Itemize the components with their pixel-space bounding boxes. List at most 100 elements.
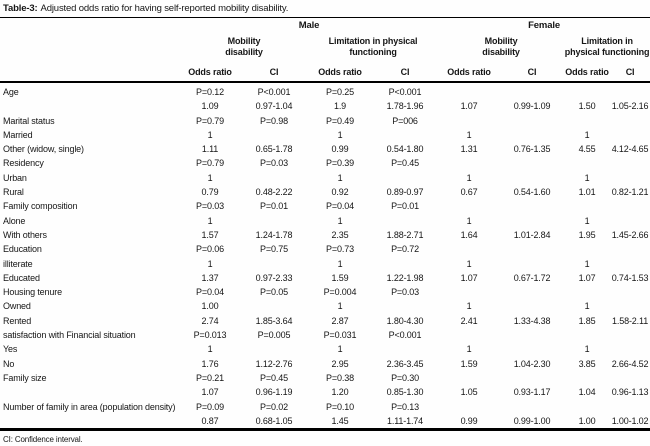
row-label: Urban [3,172,27,183]
data-cell [438,400,500,414]
data-cell: 2.95 [331,358,349,369]
data-cell [500,171,564,185]
data-cell: 0.74-1.53 [611,272,649,283]
data-cell [564,285,610,299]
data-cell: 1.33-4.38 [513,315,551,326]
data-cell: P=0.45 [260,372,288,383]
table-row: Number of family in area (population den… [0,400,650,414]
data-cell [500,257,564,271]
data-cell: P=0.01 [260,201,288,212]
data-cell [372,171,438,185]
data-cell: 1 [584,258,590,269]
data-cell [240,342,308,356]
data-cell: 1.04 [578,387,596,398]
data-cell: 4.55 [578,144,596,155]
data-cell: 0.85-1.30 [386,387,424,398]
table-row: Yes 1 1 1 1 [0,342,650,356]
data-cell: 1.58-2.11 [612,315,649,326]
data-cell: 1.01-2.84 [513,229,551,240]
subgroup-header-row: Mobility disability Limitation in physic… [0,32,650,62]
data-cell: P=0.02 [260,401,288,412]
data-cell: 1 [337,344,343,355]
data-cell [564,400,610,414]
data-cell: 1 [337,258,343,269]
data-cell [610,342,650,356]
data-cell: P=0.25 [326,87,354,97]
data-cell [438,242,500,256]
data-cell: 1.24-1.78 [255,229,293,240]
data-cell: 1.45 [308,413,372,432]
data-cell [610,82,650,99]
data-cell: 0.99 [438,413,501,432]
data-cell: 2.87 [331,315,349,326]
subgroup-header-male-limitation: Limitation in physical functioning [308,32,438,62]
data-cell: 1.59 [460,358,478,369]
row-label: Marital status [3,115,55,126]
data-cell: 1.07 [578,272,596,283]
column-header-odds-ratio: Odds ratio [308,62,372,83]
table-row: 1.07 0.96-1.19 1.20 0.85-1.30 1.05 0.93-1.17 1… [0,385,650,399]
data-cell [564,371,610,385]
data-cell [564,328,610,342]
data-cell: 1 [466,344,472,355]
subgroup-header-male-mobility: Mobility disability [180,32,308,62]
data-cell: P=0.03 [391,287,419,298]
data-cell: 1.76 [201,358,219,369]
row-label: Rented [3,315,32,326]
header-spacer [0,18,180,32]
data-cell [500,371,564,385]
group-header-row: Male Female [0,18,650,32]
data-cell: 2.41 [460,315,478,326]
data-cell [610,328,650,342]
data-cell: 1.12-2.76 [255,358,293,369]
data-cell: 0.54-1.60 [513,187,551,198]
data-cell: 1 [466,129,472,140]
column-header-ci: CI [372,62,439,83]
data-cell: P=0.10 [326,401,354,412]
data-cell: P=006 [392,115,418,126]
data-cell: 1.57 [201,229,219,240]
table-row: Marital status P=0.79 P=0.98 P=0.49 P=006 [0,114,650,128]
table-row: illiterate 1 1 1 1 [0,257,650,271]
table-footnote: CI: Confidence interval. [3,435,83,445]
table-title-text: Adjusted odds ratio for having self-repo… [40,3,289,14]
table-row: No 1.76 1.12-2.76 2.95 2.36-3.45 1.59 1.04-2.3… [0,357,650,371]
data-cell: 1 [337,172,343,183]
data-cell: 1 [584,172,590,183]
data-cell: 0.87 [180,413,240,432]
row-label: Other (widow, single) [3,144,84,155]
data-cell: 1.07 [201,387,219,398]
column-header-ci: CI [240,62,308,83]
data-cell: 1 [584,129,590,140]
data-cell: 0.82-1.21 [611,187,649,198]
data-cell: P=0.004 [323,287,357,298]
data-cell: 1.59 [331,272,349,283]
data-cell: 1.45-2.66 [611,229,649,240]
table-row: Other (widow, single) 1.11 0.65-1.78 0.99 0.… [0,142,650,156]
row-label: Educated [3,272,40,283]
subgroup-header-female-limitation: Limitation in physical functioning [564,32,650,62]
data-cell: 1.80-4.30 [386,315,424,326]
data-cell: 2.74 [201,315,219,326]
data-cell: 1.00 [564,413,611,432]
table-row: Education P=0.06 P=0.75 P=0.73 P=0.72 [0,242,650,256]
data-cell: 0.96-1.19 [255,387,293,398]
data-cell: 1.07 [460,101,478,112]
data-cell: 1 [466,215,472,226]
table-row: 0.87 0.68-1.05 1.45 1.11-1.74 0.99 0.99-1.00 1… [0,413,650,432]
table-row: satisfaction with Financial situation P=0… [0,328,650,342]
data-cell [500,128,564,142]
table-row: 1.09 0.97-1.04 1.9 1.78-1.96 1.07 0.99-1.09 1.… [0,99,650,113]
data-cell: P<0.001 [388,330,422,341]
data-cell: 0.68-1.05 [240,413,308,432]
data-cell [500,299,564,313]
data-cell: 0.97-2.33 [255,272,293,283]
data-cell [564,82,610,99]
row-label: Age [3,87,19,97]
row-label: illiterate [3,258,33,269]
data-cell [372,214,438,228]
data-cell [500,156,564,170]
data-cell: 1.11-1.74 [372,413,439,432]
subgroup-header-female-mobility: Mobility disability [438,32,564,62]
data-cell: 1.31 [460,144,478,155]
